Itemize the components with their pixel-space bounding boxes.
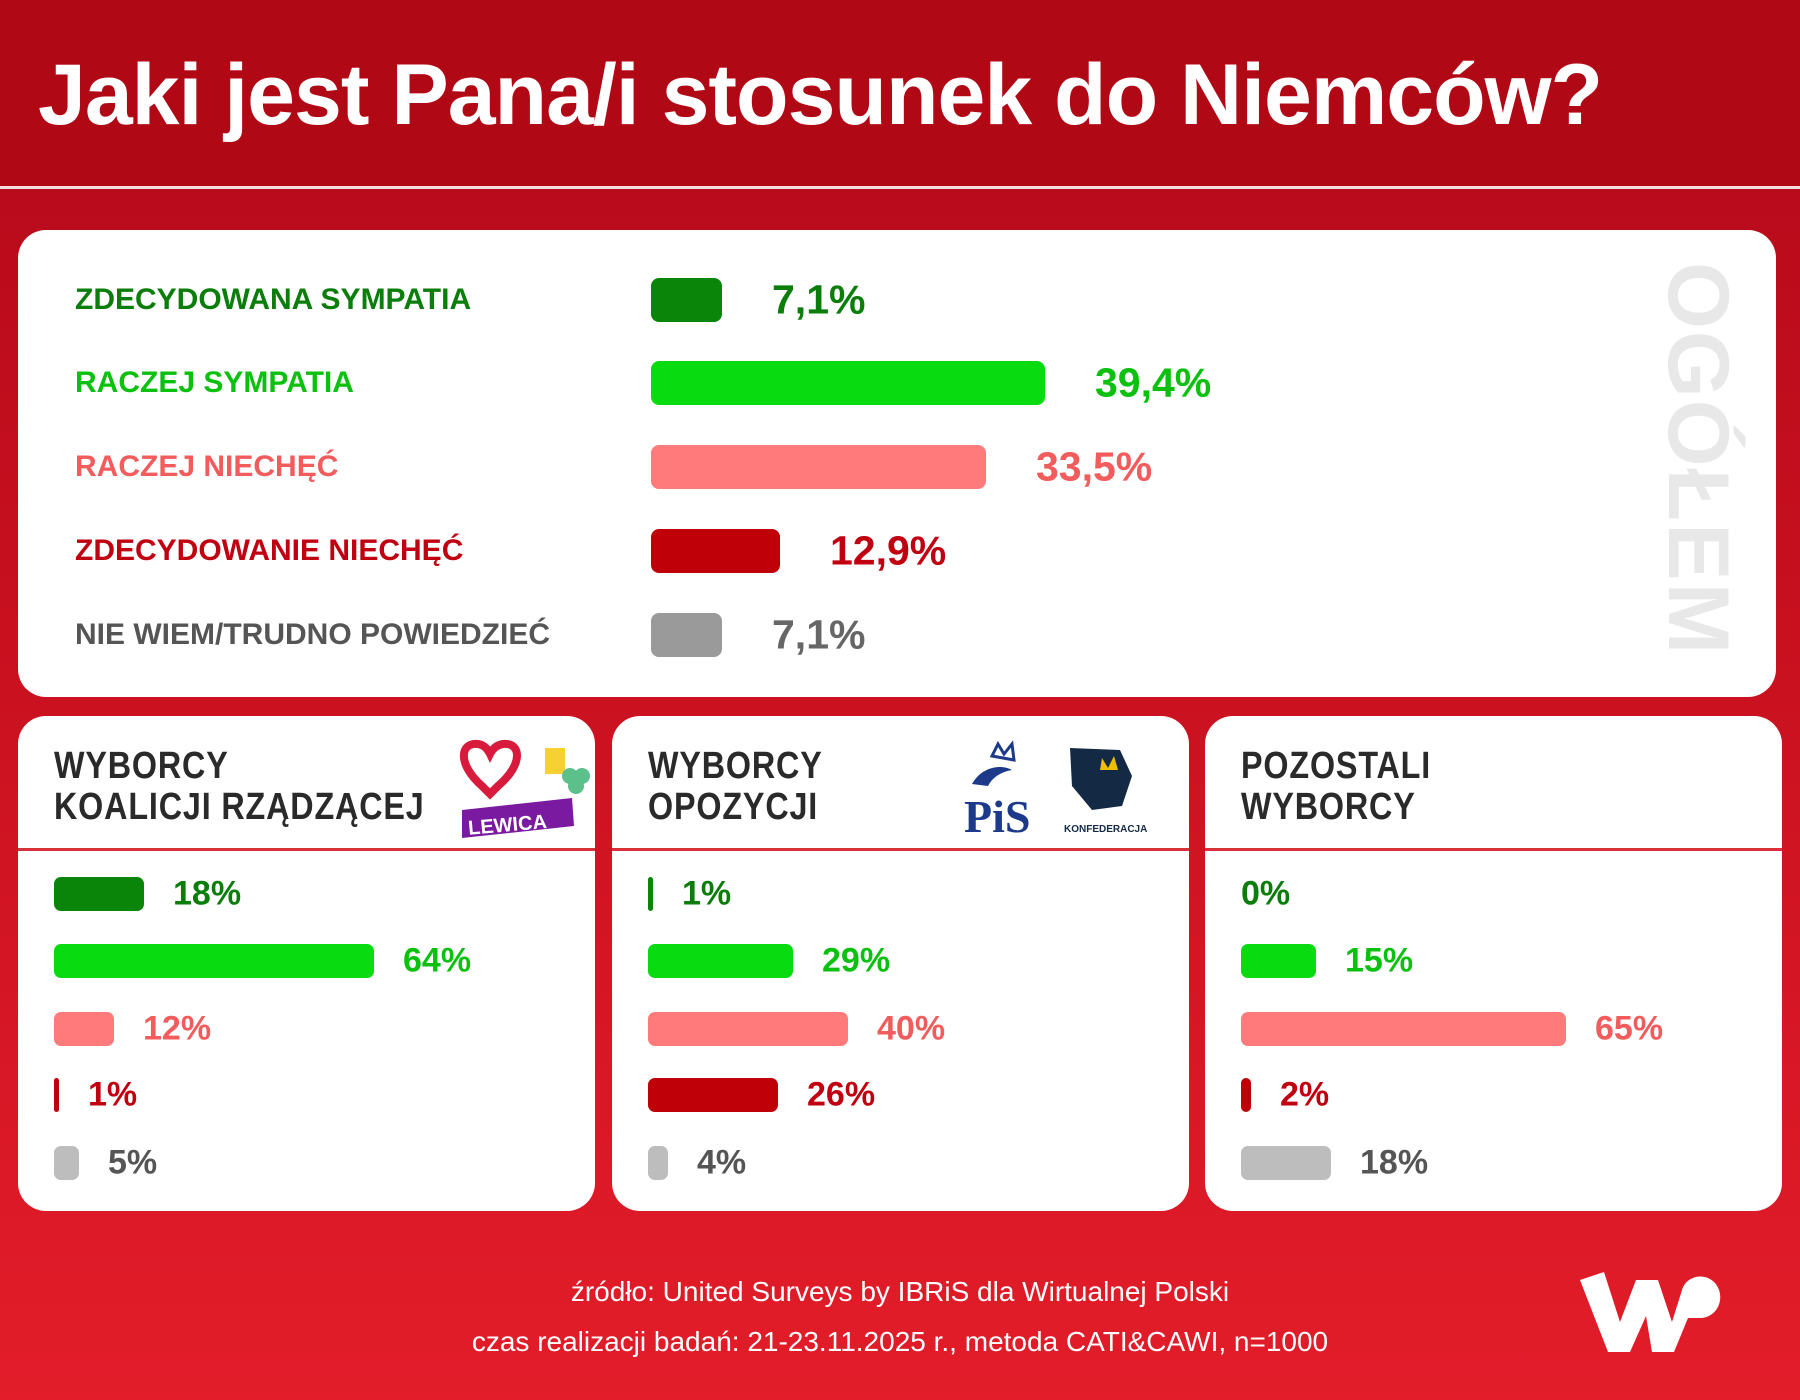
value-label-dont-know: 18% [1360,1143,1429,1182]
bar-dont-know [651,613,722,657]
svg-text:PiS: PiS [964,791,1030,842]
bar-strong-dislike [54,1078,59,1112]
value-label-strong-dislike: 2% [1280,1075,1330,1114]
bar-rather-sympathy [648,944,793,978]
bar-rather-dislike [1241,1012,1566,1046]
overall-card: OGÓŁEM ZDECYDOWANA SYMPATIA 7,1% RACZEJ SY… [18,230,1776,697]
bar-dont-know [1241,1146,1331,1180]
poland2050-icon [545,748,565,774]
konfederacja-eagle-icon [1070,748,1132,810]
value-label-rather-sympathy: 39,4% [1095,359,1212,406]
bar-strong-dislike [648,1078,778,1112]
bar-rather-sympathy [1241,944,1316,978]
category-label-strong-sympathy: ZDECYDOWANA SYMPATIA [75,283,472,316]
value-label-strong-sympathy: 18% [173,874,242,913]
value-label-rather-sympathy: 29% [822,941,891,980]
footer-method: czas realizacji badań: 21-23.11.2025 r.,… [471,1326,1329,1357]
other-voters-heading: POZOSTALI WYBORCY [1241,745,1432,828]
value-label-strong-dislike: 12,9% [830,527,947,574]
opposition-heading: WYBORCY OPOZYCJI [648,745,823,828]
bar-rather-dislike [648,1012,848,1046]
value-label-strong-sympathy: 7,1% [772,276,866,323]
opposition-card: WYBORCY OPOZYCJI PiS KONFEDERACJA 1% 29% 40… [612,716,1189,1211]
coalition-card: WYBORCY KOALICJI RZĄDZĄCEJ LEWICA 18% 64% 1… [18,716,595,1211]
bar-rather-dislike [651,445,986,489]
value-label-dont-know: 4% [697,1143,747,1182]
value-label-rather-dislike: 65% [1595,1009,1664,1048]
overall-label: OGÓŁEM [1650,262,1746,657]
svg-text:KONFEDERACJA: KONFEDERACJA [1064,824,1147,835]
category-label-rather-dislike: RACZEJ NIECHĘĆ [75,450,339,483]
value-label-dont-know: 7,1% [772,611,866,658]
value-label-strong-sympathy: 0% [1241,874,1291,913]
bar-rather-dislike [54,1012,114,1046]
clover-icon [568,778,584,794]
heart-icon [460,739,521,800]
category-label-dont-know: NIE WIEM/TRUDNO POWIEDZIEĆ [75,618,550,651]
pis-crown-icon [989,740,1016,762]
opposition-divider [612,848,1189,851]
bar-dont-know [54,1146,79,1180]
wp-logo: WP [1580,1272,1721,1352]
other-voters-card: POZOSTALI WYBORCY 0% 15% 65% 2% 18% [1205,716,1782,1211]
bar-strong-sympathy [651,278,722,322]
value-label-strong-dislike: 26% [807,1075,876,1114]
bar-rather-sympathy [54,944,374,978]
value-label-rather-sympathy: 64% [403,941,472,980]
bar-strong-dislike [1241,1078,1251,1112]
value-label-rather-dislike: 33,5% [1036,443,1153,490]
value-label-dont-know: 5% [108,1143,158,1182]
value-label-rather-dislike: 40% [877,1009,946,1048]
bar-strong-sympathy [648,877,653,911]
other-voters-divider [1205,848,1782,851]
value-label-rather-dislike: 12% [143,1009,212,1048]
header-divider [0,186,1800,189]
opposition-party-logos: PiS KONFEDERACJA [964,740,1147,842]
value-label-strong-sympathy: 1% [682,874,732,913]
bar-dont-know [648,1146,668,1180]
coalition-party-logos: LEWICA [460,739,590,840]
header-band [0,0,1800,186]
coalition-divider [18,848,595,851]
coalition-heading: WYBORCY KOALICJI RZĄDZĄCEJ [54,745,425,828]
footer-source: źródło: United Surveys by IBRiS dla Wirt… [570,1276,1230,1307]
bar-rather-sympathy [651,361,1045,405]
page-title: Jaki jest Pana/i stosunek do Niemców? [38,47,1603,143]
category-label-rather-sympathy: RACZEJ SYMPATIA [75,366,354,399]
value-label-strong-dislike: 1% [88,1075,138,1114]
value-label-rather-sympathy: 15% [1345,941,1414,980]
bar-strong-sympathy [54,877,144,911]
category-label-strong-dislike: ZDECYDOWANIE NIECHĘĆ [75,534,464,567]
bar-strong-dislike [651,529,780,573]
